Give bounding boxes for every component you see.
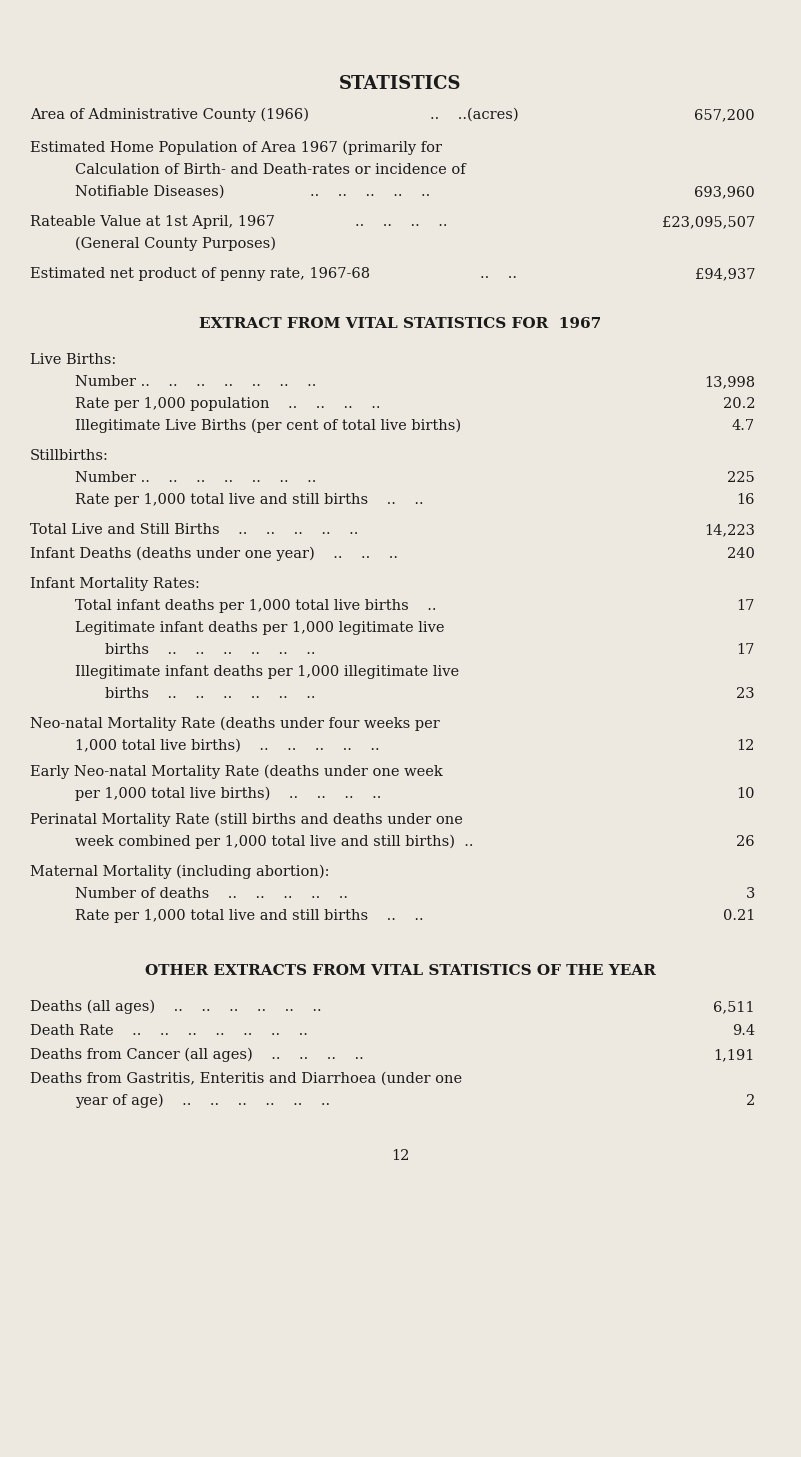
- Text: 23: 23: [736, 688, 755, 701]
- Text: 20.2: 20.2: [723, 396, 755, 411]
- Text: Rateable Value at 1st April, 1967: Rateable Value at 1st April, 1967: [30, 216, 275, 229]
- Text: Number ..    ..    ..    ..    ..    ..    ..: Number .. .. .. .. .. .. ..: [75, 374, 316, 389]
- Text: OTHER EXTRACTS FROM VITAL STATISTICS OF THE YEAR: OTHER EXTRACTS FROM VITAL STATISTICS OF …: [145, 965, 656, 978]
- Text: 225: 225: [727, 471, 755, 485]
- Text: ..    ..    ..    ..    ..: .. .. .. .. ..: [310, 185, 430, 200]
- Text: Neo-natal Mortality Rate (deaths under four weeks per: Neo-natal Mortality Rate (deaths under f…: [30, 717, 440, 731]
- Text: births    ..    ..    ..    ..    ..    ..: births .. .. .. .. .. ..: [105, 688, 316, 701]
- Text: Notifiable Diseases): Notifiable Diseases): [75, 185, 224, 200]
- Text: Rate per 1,000 total live and still births    ..    ..: Rate per 1,000 total live and still birt…: [75, 492, 424, 507]
- Text: 1,000 total live births)    ..    ..    ..    ..    ..: 1,000 total live births) .. .. .. .. ..: [75, 739, 380, 753]
- Text: 693,960: 693,960: [694, 185, 755, 200]
- Text: £23,095,507: £23,095,507: [662, 216, 755, 229]
- Text: per 1,000 total live births)    ..    ..    ..    ..: per 1,000 total live births) .. .. .. ..: [75, 787, 381, 801]
- Text: 16: 16: [736, 492, 755, 507]
- Text: Area of Administrative County (1966): Area of Administrative County (1966): [30, 108, 309, 122]
- Text: Deaths (all ages)    ..    ..    ..    ..    ..    ..: Deaths (all ages) .. .. .. .. .. ..: [30, 1000, 322, 1014]
- Text: Number ..    ..    ..    ..    ..    ..    ..: Number .. .. .. .. .. .. ..: [75, 471, 316, 485]
- Text: 12: 12: [737, 739, 755, 753]
- Text: Illegitimate infant deaths per 1,000 illegitimate live: Illegitimate infant deaths per 1,000 ill…: [75, 664, 459, 679]
- Text: £94,937: £94,937: [694, 267, 755, 281]
- Text: Early Neo-natal Mortality Rate (deaths under one week: Early Neo-natal Mortality Rate (deaths u…: [30, 765, 443, 779]
- Text: Number of deaths    ..    ..    ..    ..    ..: Number of deaths .. .. .. .. ..: [75, 887, 348, 900]
- Text: Deaths from Cancer (all ages)    ..    ..    ..    ..: Deaths from Cancer (all ages) .. .. .. .…: [30, 1048, 364, 1062]
- Text: Live Births:: Live Births:: [30, 353, 116, 367]
- Text: week combined per 1,000 total live and still births)  ..: week combined per 1,000 total live and s…: [75, 835, 473, 849]
- Text: STATISTICS: STATISTICS: [340, 74, 461, 93]
- Text: Perinatal Mortality Rate (still births and deaths under one: Perinatal Mortality Rate (still births a…: [30, 813, 463, 828]
- Text: Calculation of Birth- and Death-rates or incidence of: Calculation of Birth- and Death-rates or…: [75, 163, 465, 176]
- Text: 657,200: 657,200: [694, 108, 755, 122]
- Text: Infant Deaths (deaths under one year)    ..    ..    ..: Infant Deaths (deaths under one year) ..…: [30, 546, 398, 561]
- Text: Stillbirths:: Stillbirths:: [30, 449, 109, 463]
- Text: Infant Mortality Rates:: Infant Mortality Rates:: [30, 577, 200, 592]
- Text: ..    ..    ..    ..: .. .. .. ..: [355, 216, 448, 229]
- Text: 17: 17: [737, 643, 755, 657]
- Text: Illegitimate Live Births (per cent of total live births): Illegitimate Live Births (per cent of to…: [75, 420, 461, 433]
- Text: 6,511: 6,511: [714, 1000, 755, 1014]
- Text: ..    ..(acres): .. ..(acres): [430, 108, 518, 122]
- Text: Rate per 1,000 population    ..    ..    ..    ..: Rate per 1,000 population .. .. .. ..: [75, 396, 380, 411]
- Text: 0.21: 0.21: [723, 909, 755, 922]
- Text: 1,191: 1,191: [714, 1048, 755, 1062]
- Text: Deaths from Gastritis, Enteritis and Diarrhoea (under one: Deaths from Gastritis, Enteritis and Dia…: [30, 1072, 462, 1085]
- Text: Estimated net product of penny rate, 1967-68: Estimated net product of penny rate, 196…: [30, 267, 370, 281]
- Text: (General County Purposes): (General County Purposes): [75, 237, 276, 252]
- Text: 3: 3: [746, 887, 755, 900]
- Text: Total infant deaths per 1,000 total live births    ..: Total infant deaths per 1,000 total live…: [75, 599, 437, 613]
- Text: 12: 12: [392, 1150, 409, 1163]
- Text: 9.4: 9.4: [732, 1024, 755, 1037]
- Text: ..    ..: .. ..: [480, 267, 517, 281]
- Text: 14,223: 14,223: [704, 523, 755, 538]
- Text: EXTRACT FROM VITAL STATISTICS FOR  1967: EXTRACT FROM VITAL STATISTICS FOR 1967: [199, 318, 602, 331]
- Text: 10: 10: [736, 787, 755, 801]
- Text: 4.7: 4.7: [732, 420, 755, 433]
- Text: year of age)    ..    ..    ..    ..    ..    ..: year of age) .. .. .. .. .. ..: [75, 1094, 330, 1109]
- Text: births    ..    ..    ..    ..    ..    ..: births .. .. .. .. .. ..: [105, 643, 316, 657]
- Text: 2: 2: [746, 1094, 755, 1107]
- Text: Death Rate    ..    ..    ..    ..    ..    ..    ..: Death Rate .. .. .. .. .. .. ..: [30, 1024, 308, 1037]
- Text: 26: 26: [736, 835, 755, 849]
- Text: Legitimate infant deaths per 1,000 legitimate live: Legitimate infant deaths per 1,000 legit…: [75, 621, 445, 635]
- Text: 13,998: 13,998: [704, 374, 755, 389]
- Text: Rate per 1,000 total live and still births    ..    ..: Rate per 1,000 total live and still birt…: [75, 909, 424, 922]
- Text: Estimated Home Population of Area 1967 (primarily for: Estimated Home Population of Area 1967 (…: [30, 141, 442, 156]
- Text: 240: 240: [727, 546, 755, 561]
- Text: Total Live and Still Births    ..    ..    ..    ..    ..: Total Live and Still Births .. .. .. .. …: [30, 523, 358, 538]
- Text: 17: 17: [737, 599, 755, 613]
- Text: Maternal Mortality (including abortion):: Maternal Mortality (including abortion):: [30, 865, 329, 880]
